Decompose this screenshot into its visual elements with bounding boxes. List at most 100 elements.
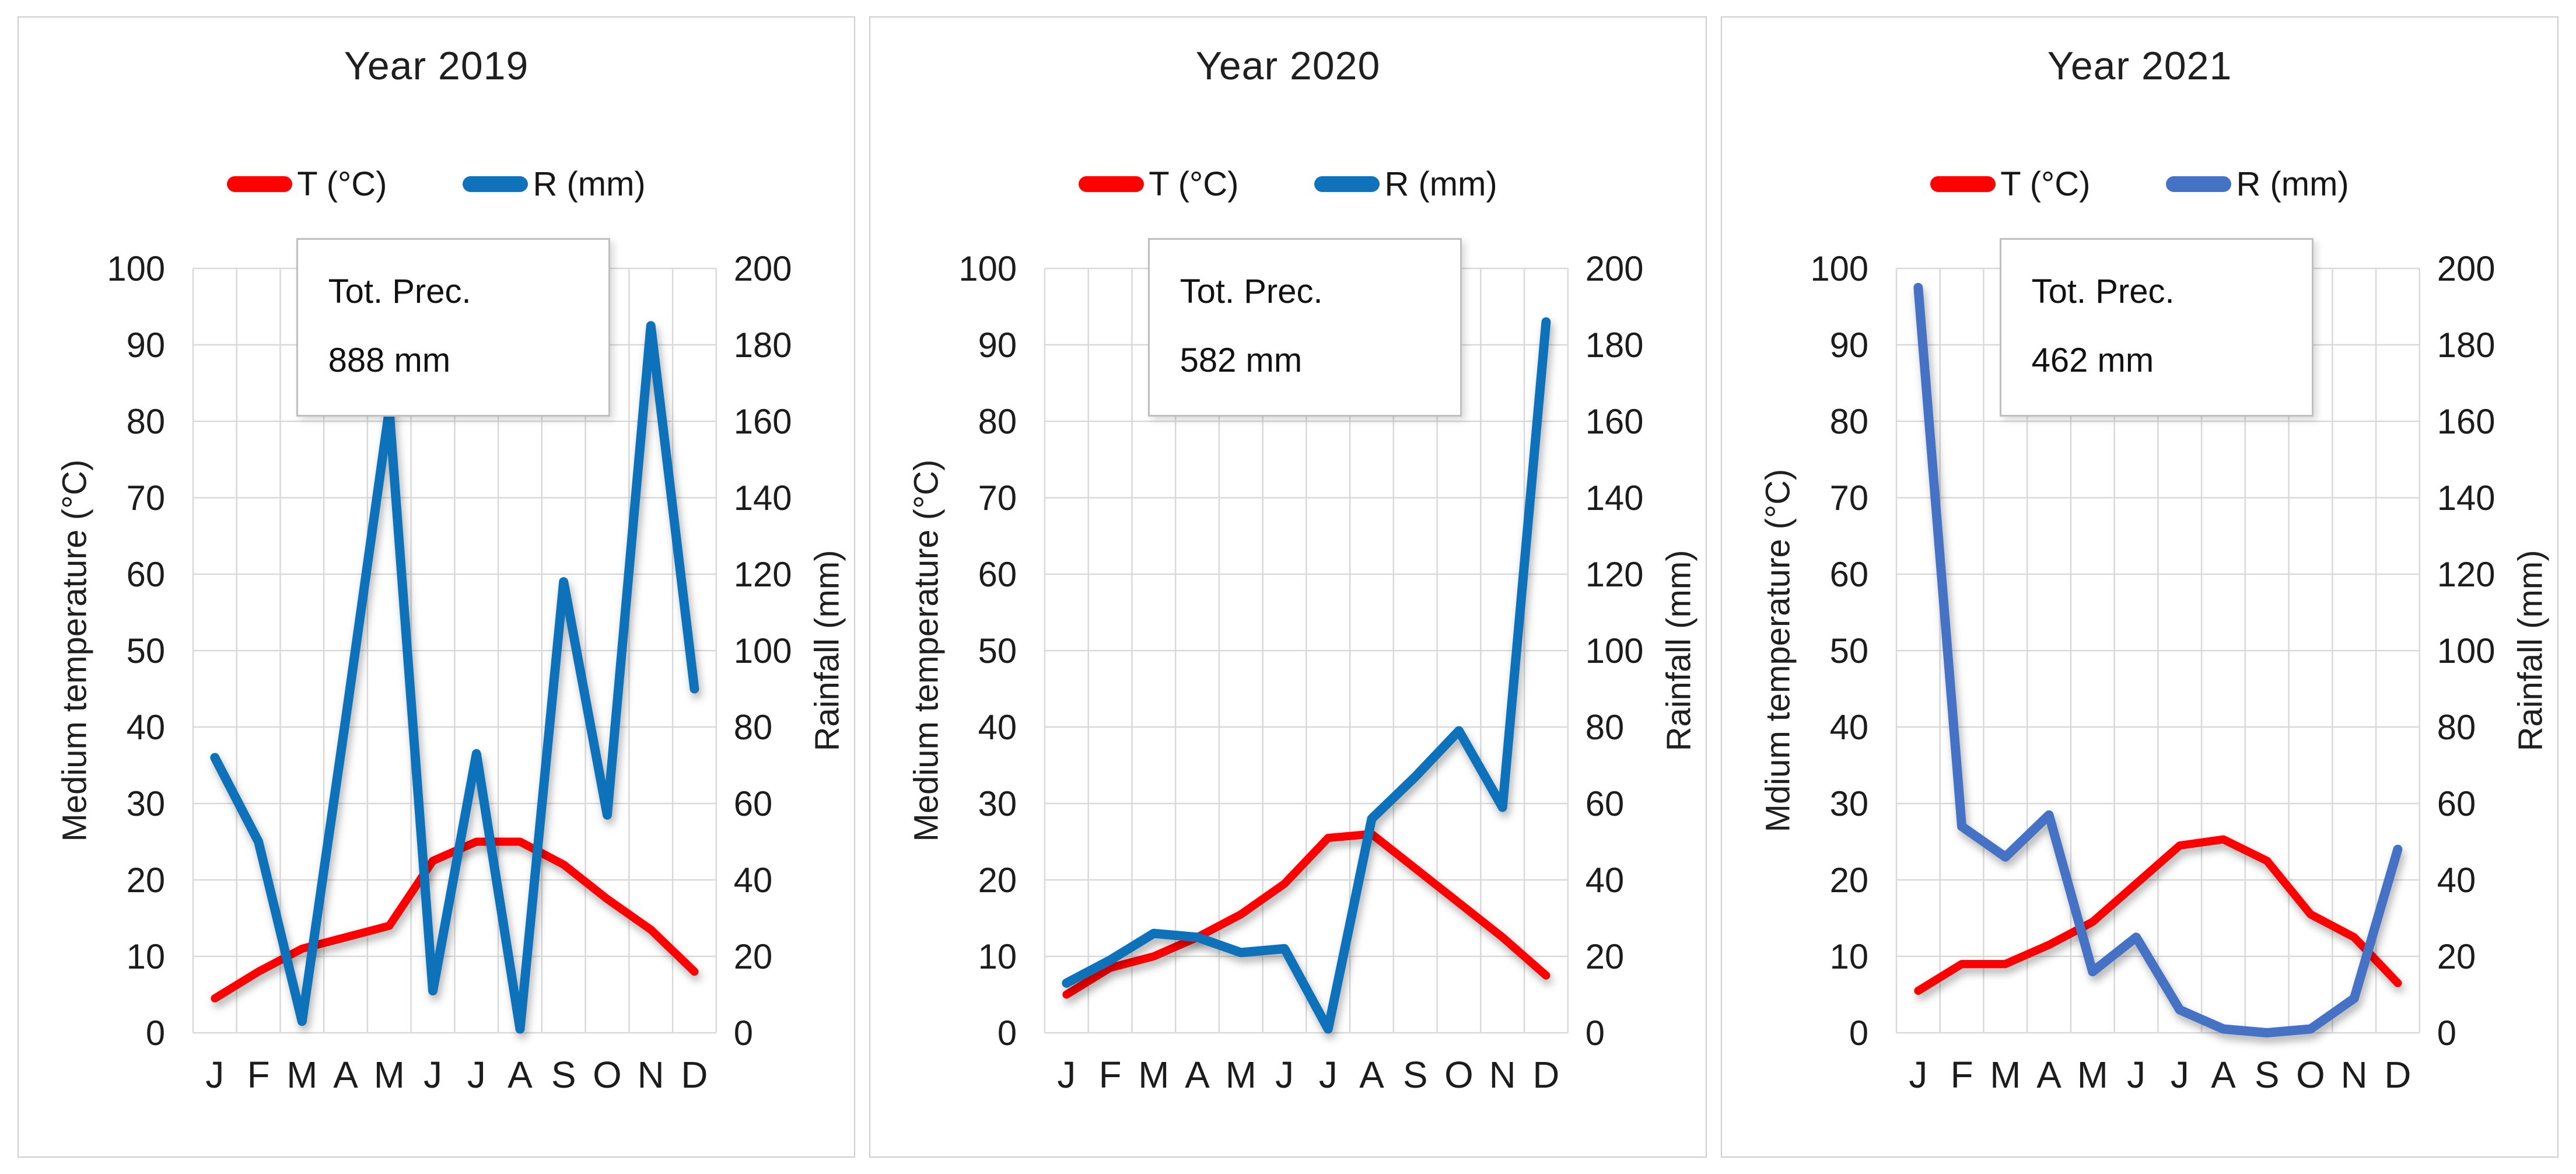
svg-text:40: 40 bbox=[978, 708, 1017, 747]
svg-text:90: 90 bbox=[978, 326, 1017, 365]
legend-item-rainfall: R (mm) bbox=[463, 165, 646, 204]
svg-text:180: 180 bbox=[734, 326, 792, 365]
svg-text:80: 80 bbox=[2437, 708, 2476, 747]
right-axis-title: Rainfall (mm) bbox=[808, 550, 846, 752]
total-precipitation-value: 462 mm bbox=[2031, 341, 2154, 379]
svg-text:D: D bbox=[681, 1054, 708, 1096]
left-axis-title: Medium temperature (°C) bbox=[55, 459, 94, 842]
svg-text:S: S bbox=[1403, 1054, 1428, 1096]
svg-text:60: 60 bbox=[1586, 784, 1624, 823]
legend-item-temperature: T (°C) bbox=[1930, 165, 2090, 204]
legend-item-temperature: T (°C) bbox=[1079, 165, 1238, 204]
svg-text:60: 60 bbox=[978, 555, 1017, 594]
svg-text:70: 70 bbox=[1830, 478, 1868, 518]
svg-text:80: 80 bbox=[978, 402, 1017, 441]
svg-text:J: J bbox=[1275, 1054, 1294, 1096]
svg-text:70: 70 bbox=[127, 478, 165, 518]
svg-text:60: 60 bbox=[734, 784, 772, 823]
total-precipitation-caption: Tot. Prec. bbox=[2031, 272, 2175, 310]
total-precipitation-box: Tot. Prec. 888 mm bbox=[296, 238, 610, 417]
svg-text:0: 0 bbox=[734, 1014, 753, 1053]
svg-text:20: 20 bbox=[978, 861, 1017, 900]
svg-text:F: F bbox=[247, 1054, 270, 1096]
svg-text:F: F bbox=[1099, 1054, 1122, 1096]
svg-text:M: M bbox=[374, 1054, 405, 1096]
temperature-legend-swatch bbox=[1079, 176, 1144, 192]
svg-text:80: 80 bbox=[734, 708, 772, 747]
svg-text:140: 140 bbox=[734, 478, 792, 518]
svg-text:60: 60 bbox=[127, 555, 165, 594]
svg-text:O: O bbox=[593, 1054, 622, 1096]
svg-text:20: 20 bbox=[127, 861, 165, 900]
rainfall-legend-swatch bbox=[1314, 176, 1380, 192]
svg-text:60: 60 bbox=[1830, 555, 1868, 594]
svg-text:J: J bbox=[205, 1054, 224, 1096]
svg-text:0: 0 bbox=[1586, 1014, 1605, 1053]
legend: T (°C) R (mm) bbox=[870, 165, 1706, 204]
svg-text:180: 180 bbox=[1586, 326, 1644, 365]
svg-text:160: 160 bbox=[1586, 402, 1644, 441]
svg-text:50: 50 bbox=[978, 631, 1017, 670]
svg-text:A: A bbox=[508, 1054, 533, 1096]
svg-text:M: M bbox=[1226, 1054, 1256, 1096]
total-precipitation-box: Tot. Prec. 582 mm bbox=[1147, 238, 1462, 417]
chart-title: Year 2021 bbox=[2047, 44, 2232, 88]
chart-panel-year-2020: 0 10 20 30 40 50 60 70 80 90 100 0 20 40 60 80 100 120 140… bbox=[869, 16, 1707, 1158]
total-precipitation-caption: Tot. Prec. bbox=[328, 272, 471, 310]
left-axis-title: Medium temperature (°C) bbox=[907, 459, 946, 842]
svg-text:100: 100 bbox=[958, 249, 1017, 288]
legend-label-rainfall: R (mm) bbox=[2236, 165, 2349, 203]
svg-text:100: 100 bbox=[734, 631, 792, 670]
total-precipitation-value: 582 mm bbox=[1180, 341, 1303, 379]
chart-title: Year 2019 bbox=[344, 44, 529, 88]
svg-text:50: 50 bbox=[1830, 631, 1868, 670]
svg-text:20: 20 bbox=[1586, 937, 1624, 976]
right-axis-title: Rainfall (mm) bbox=[1660, 550, 1698, 752]
svg-text:S: S bbox=[2255, 1054, 2280, 1096]
chart-title: Year 2020 bbox=[1195, 44, 1381, 88]
svg-text:200: 200 bbox=[734, 249, 792, 288]
svg-text:80: 80 bbox=[1830, 402, 1868, 441]
svg-text:N: N bbox=[2341, 1054, 2368, 1096]
legend: T (°C) R (mm) bbox=[19, 165, 854, 204]
svg-text:A: A bbox=[1185, 1054, 1210, 1096]
svg-text:80: 80 bbox=[1586, 708, 1624, 747]
svg-text:M: M bbox=[1138, 1054, 1169, 1096]
svg-text:50: 50 bbox=[127, 631, 165, 670]
svg-text:160: 160 bbox=[734, 402, 792, 441]
svg-text:160: 160 bbox=[2437, 402, 2496, 441]
svg-text:40: 40 bbox=[1830, 708, 1868, 747]
svg-text:J: J bbox=[467, 1054, 486, 1096]
svg-text:F: F bbox=[1951, 1054, 1973, 1096]
svg-text:70: 70 bbox=[978, 478, 1017, 518]
svg-text:10: 10 bbox=[1830, 937, 1868, 976]
svg-text:20: 20 bbox=[1830, 861, 1868, 900]
legend-label-rainfall: R (mm) bbox=[533, 165, 646, 203]
svg-text:M: M bbox=[1990, 1054, 2021, 1096]
svg-text:J: J bbox=[2127, 1054, 2146, 1096]
svg-text:0: 0 bbox=[1849, 1014, 1868, 1053]
temperature-legend-swatch bbox=[1930, 176, 1996, 192]
svg-text:30: 30 bbox=[978, 784, 1017, 823]
svg-text:80: 80 bbox=[127, 402, 165, 441]
svg-text:J: J bbox=[1909, 1054, 1927, 1096]
svg-text:10: 10 bbox=[978, 937, 1017, 976]
svg-text:100: 100 bbox=[1810, 249, 1868, 288]
svg-text:A: A bbox=[2211, 1054, 2236, 1096]
svg-text:60: 60 bbox=[2437, 784, 2476, 823]
rainfall-legend-swatch bbox=[463, 176, 528, 192]
right-axis-title: Rainfall (mm) bbox=[2511, 550, 2550, 752]
svg-text:J: J bbox=[2171, 1054, 2189, 1096]
svg-text:100: 100 bbox=[2437, 631, 2496, 670]
total-precipitation-box: Tot. Prec. 462 mm bbox=[1999, 238, 2314, 417]
svg-text:J: J bbox=[1319, 1054, 1338, 1096]
svg-text:90: 90 bbox=[1830, 326, 1868, 365]
svg-text:M: M bbox=[2077, 1054, 2108, 1096]
plot-area-2021: 0 10 20 30 40 50 60 70 80 90 100 0 20 40 60 80 100 120 140… bbox=[1810, 249, 2496, 1096]
svg-text:M: M bbox=[286, 1054, 317, 1096]
svg-text:10: 10 bbox=[127, 937, 165, 976]
total-precipitation-value: 888 mm bbox=[328, 341, 451, 379]
svg-text:40: 40 bbox=[734, 861, 772, 900]
svg-text:N: N bbox=[1489, 1054, 1516, 1096]
legend: T (°C) R (mm) bbox=[1722, 165, 2557, 204]
